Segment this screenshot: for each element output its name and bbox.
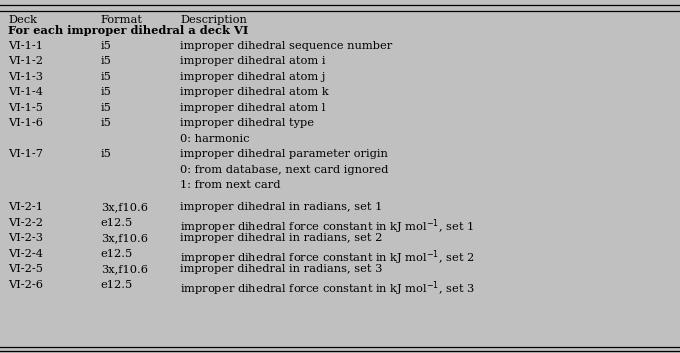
Text: improper dihedral in radians, set 2: improper dihedral in radians, set 2 <box>180 233 383 243</box>
Text: improper dihedral atom i: improper dihedral atom i <box>180 56 326 66</box>
Text: improper dihedral sequence number: improper dihedral sequence number <box>180 41 392 50</box>
Text: improper dihedral in radians, set 3: improper dihedral in radians, set 3 <box>180 264 383 274</box>
Text: improper dihedral force constant in kJ mol$^{-1}$, set 1: improper dihedral force constant in kJ m… <box>180 217 474 236</box>
Text: i5: i5 <box>101 118 112 128</box>
Text: i5: i5 <box>101 149 112 159</box>
Text: Description: Description <box>180 15 247 25</box>
Text: 3x,f10.6: 3x,f10.6 <box>101 233 148 243</box>
Text: VI-2-1: VI-2-1 <box>8 202 43 212</box>
Text: VI-1-6: VI-1-6 <box>8 118 43 128</box>
Text: improper dihedral atom l: improper dihedral atom l <box>180 103 326 113</box>
Text: improper dihedral type: improper dihedral type <box>180 118 314 128</box>
Text: VI-2-4: VI-2-4 <box>8 249 43 259</box>
Text: VI-2-5: VI-2-5 <box>8 264 43 274</box>
Text: improper dihedral force constant in kJ mol$^{-1}$, set 3: improper dihedral force constant in kJ m… <box>180 280 475 298</box>
Text: 0: from database, next card ignored: 0: from database, next card ignored <box>180 165 388 175</box>
Text: Format: Format <box>101 15 143 25</box>
Text: VI-2-6: VI-2-6 <box>8 280 43 290</box>
Text: i5: i5 <box>101 72 112 82</box>
Text: improper dihedral in radians, set 1: improper dihedral in radians, set 1 <box>180 202 383 212</box>
Text: 1: from next card: 1: from next card <box>180 180 281 190</box>
Text: 3x,f10.6: 3x,f10.6 <box>101 264 148 274</box>
Text: improper dihedral force constant in kJ mol$^{-1}$, set 2: improper dihedral force constant in kJ m… <box>180 249 475 267</box>
Text: improper dihedral atom j: improper dihedral atom j <box>180 72 326 82</box>
Text: improper dihedral parameter origin: improper dihedral parameter origin <box>180 149 388 159</box>
Text: Deck: Deck <box>8 15 37 25</box>
Text: VI-1-3: VI-1-3 <box>8 72 43 82</box>
Text: i5: i5 <box>101 87 112 97</box>
Text: 3x,f10.6: 3x,f10.6 <box>101 202 148 212</box>
Text: VI-2-3: VI-2-3 <box>8 233 43 243</box>
Text: VI-1-4: VI-1-4 <box>8 87 43 97</box>
Text: VI-1-7: VI-1-7 <box>8 149 43 159</box>
Text: e12.5: e12.5 <box>101 280 133 290</box>
Text: e12.5: e12.5 <box>101 217 133 228</box>
Text: For each improper dihedral a deck VI: For each improper dihedral a deck VI <box>8 25 248 36</box>
Text: i5: i5 <box>101 56 112 66</box>
Text: i5: i5 <box>101 103 112 113</box>
Text: VI-1-1: VI-1-1 <box>8 41 43 50</box>
Text: VI-2-2: VI-2-2 <box>8 217 43 228</box>
Text: VI-1-2: VI-1-2 <box>8 56 43 66</box>
Text: i5: i5 <box>101 41 112 50</box>
Text: e12.5: e12.5 <box>101 249 133 259</box>
Text: improper dihedral atom k: improper dihedral atom k <box>180 87 329 97</box>
Text: VI-1-5: VI-1-5 <box>8 103 43 113</box>
Text: 0: harmonic: 0: harmonic <box>180 134 250 144</box>
